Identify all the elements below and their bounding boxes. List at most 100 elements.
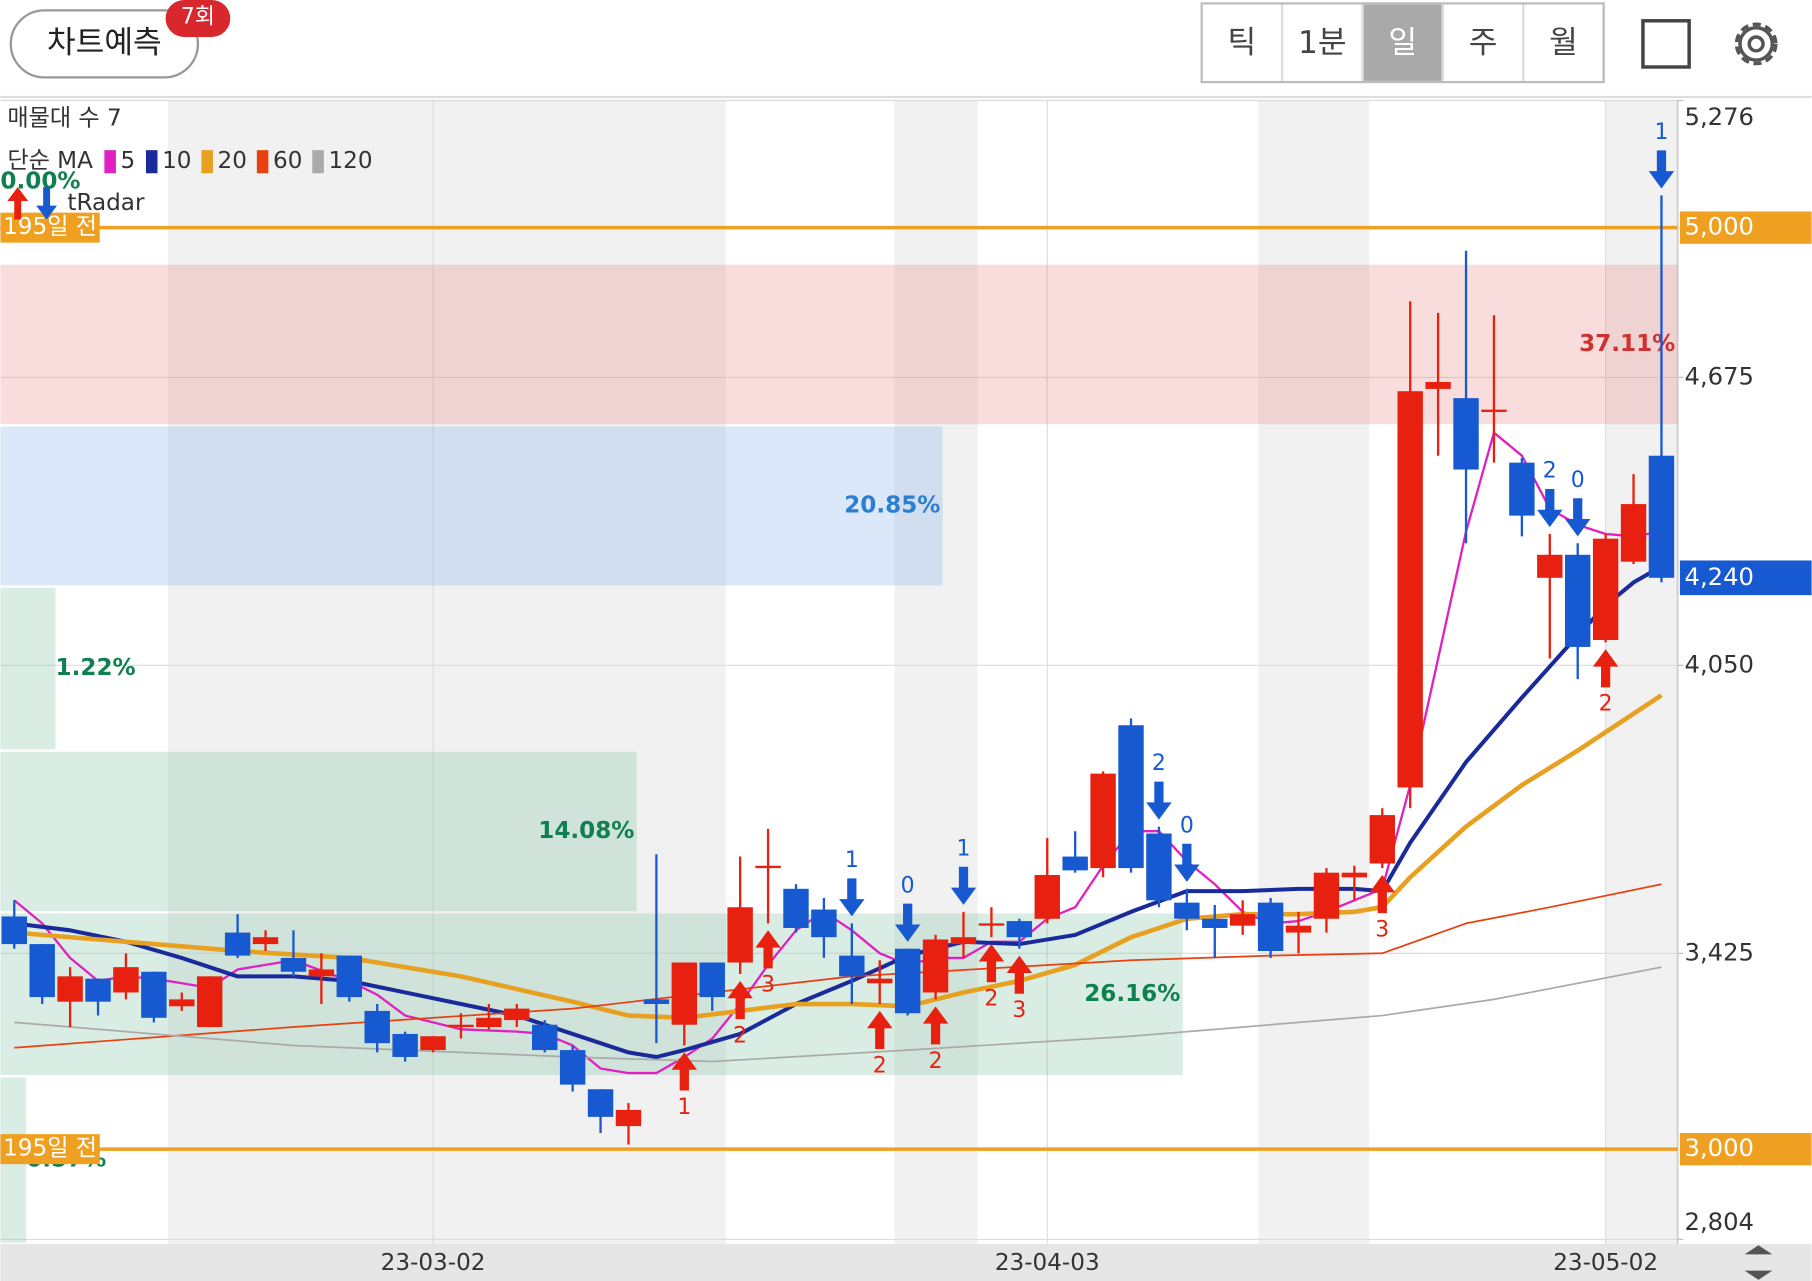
candle-body — [280, 957, 307, 972]
buy-signal-count: 2 — [733, 1023, 747, 1048]
candle-body — [364, 1010, 390, 1044]
sell-signal-count: 0 — [901, 873, 915, 898]
candle-body — [532, 1024, 558, 1051]
volume-band-label: 26.16% — [1084, 981, 1180, 1007]
period-button[interactable] — [1283, 4, 1362, 81]
candle-body — [1592, 538, 1619, 641]
period-label: 1분 — [1298, 25, 1347, 61]
candle-body — [643, 999, 670, 1004]
buy-signal-arrow — [867, 1010, 893, 1050]
candle-body — [922, 939, 949, 993]
candle-body — [894, 948, 921, 1014]
buy-signal-arrow — [978, 944, 1005, 983]
period-button[interactable] — [1202, 4, 1281, 81]
last-price-label: 4,240 — [1685, 562, 1754, 591]
legend-volume-profile: 매물대 수 7 — [7, 105, 121, 131]
volume-band — [0, 751, 637, 912]
candle-body — [113, 967, 139, 993]
candle-body — [224, 932, 251, 956]
buy-signal-arrow — [1369, 875, 1395, 914]
y-tick-label: 5,276 — [1685, 102, 1754, 131]
x-tick-label: 23-05-02 — [1553, 1250, 1658, 1276]
legend-down-arrow — [36, 187, 58, 220]
period-shade — [1605, 100, 1678, 1245]
reference-price-label: 3,000 — [1685, 1133, 1754, 1162]
volume-band — [0, 913, 1183, 1076]
sell-signal-arrow — [894, 903, 921, 942]
settings-icon[interactable] — [1734, 22, 1778, 66]
candle-body — [1006, 921, 1033, 938]
candle-body — [615, 1109, 642, 1127]
candle-body — [448, 1024, 474, 1028]
legend-label: 5 — [121, 148, 136, 174]
volume-band-label: 37.11% — [1579, 331, 1675, 357]
candle-body — [1425, 382, 1451, 389]
volume-band-label: 0.00% — [0, 169, 80, 195]
candle-body — [141, 971, 167, 1018]
sell-signal-count: 1 — [1654, 120, 1668, 145]
legend-swatch — [312, 150, 324, 174]
legend-swatch — [145, 150, 158, 174]
buy-signal-arrow — [727, 980, 753, 1020]
ma-legend: 5 10 20 60 120 — [104, 148, 373, 174]
period-label: 주 — [1469, 25, 1498, 61]
y-tick-label: 3,425 — [1685, 937, 1754, 966]
candle-body — [1313, 872, 1340, 919]
sell-signal-count: 1 — [845, 848, 859, 873]
candle-body — [1146, 833, 1172, 901]
period-shade — [1258, 100, 1370, 1245]
reference-price-tag — [1679, 1132, 1812, 1166]
candle-body — [1090, 773, 1116, 869]
ma-line — [14, 883, 1662, 1049]
badge — [165, 0, 231, 37]
sell-signal-count: 0 — [1180, 813, 1194, 838]
badge-label: 7회 — [181, 4, 215, 29]
candle-body — [559, 1050, 586, 1085]
candle-body — [699, 962, 725, 998]
candle-body — [29, 944, 55, 998]
volume-band — [0, 426, 943, 586]
sell-signal-arrow — [1648, 150, 1675, 189]
candle-body — [57, 976, 83, 1002]
buy-signal-count: 2 — [873, 1053, 887, 1078]
sell-signal-count: 2 — [1152, 751, 1166, 776]
period-label: 월 — [1549, 25, 1578, 61]
candle-body — [1397, 391, 1423, 788]
candle-body — [1453, 398, 1479, 470]
candle-body — [420, 1036, 446, 1051]
candle-body — [950, 937, 977, 945]
volume-band-label: 1.22% — [56, 655, 136, 681]
legend-up-arrow — [7, 187, 29, 220]
period-button[interactable] — [1363, 4, 1442, 81]
candle-body — [476, 1017, 502, 1028]
sell-signal-count: 2 — [1543, 459, 1557, 484]
buy-signal-arrow — [922, 1006, 949, 1045]
buy-signal-count: 2 — [984, 987, 998, 1012]
period-label: 일 — [1388, 25, 1417, 61]
buy-signal-count: 2 — [929, 1049, 943, 1074]
candle-body — [811, 909, 837, 938]
buy-signal-arrow — [1592, 649, 1619, 688]
candle-body — [85, 978, 111, 1002]
legend-label: 10 — [162, 148, 191, 174]
candle-body — [1285, 925, 1312, 933]
candle-body — [196, 976, 223, 1028]
candle-body — [671, 962, 698, 1025]
candle-body — [1481, 409, 1507, 412]
volume-band — [0, 587, 56, 750]
candle-body — [252, 937, 279, 945]
predict-button[interactable] — [9, 9, 200, 79]
period-button[interactable] — [1444, 4, 1523, 81]
fullscreen-icon[interactable] — [1641, 19, 1691, 69]
candle-body — [867, 978, 893, 984]
buy-signal-arrow — [671, 1052, 698, 1091]
legend-swatch — [256, 150, 269, 174]
period-button[interactable] — [1524, 4, 1603, 81]
candle-body — [587, 1089, 614, 1117]
candle-body — [783, 888, 809, 928]
legend-label: 120 — [328, 148, 372, 174]
scroll-handle[interactable] — [1744, 1245, 1773, 1280]
candle-body — [1, 916, 27, 945]
buy-signal-count: 3 — [761, 973, 775, 998]
